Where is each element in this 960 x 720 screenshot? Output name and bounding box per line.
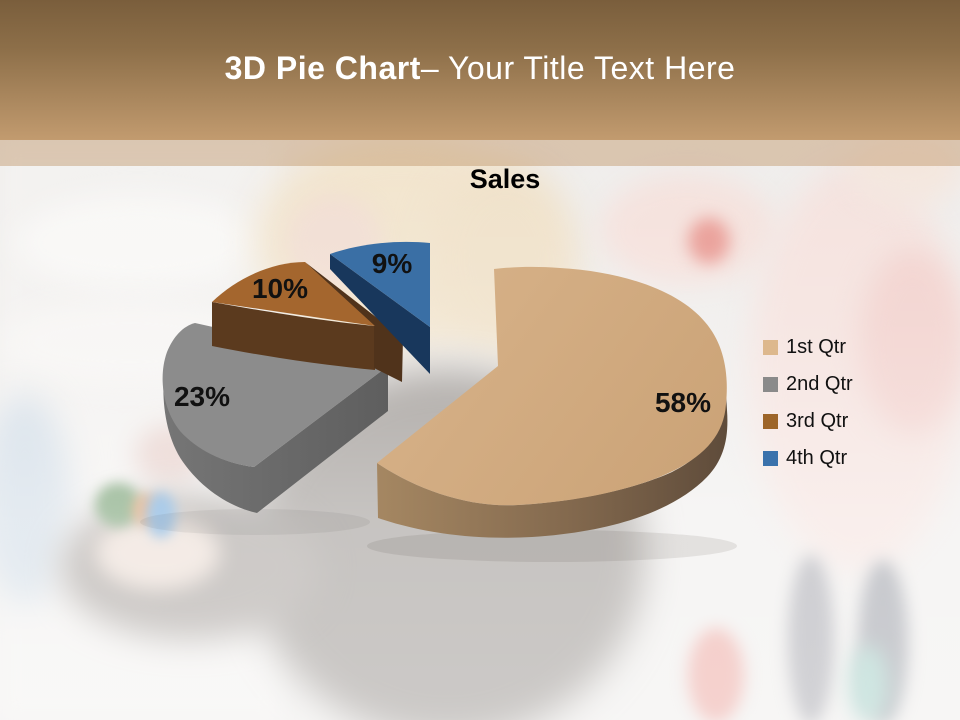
data-label-2nd-qtr[interactable]: 23% xyxy=(174,381,230,412)
chart-legend[interactable]: 1st Qtr 2nd Qtr 3rd Qtr 4th Qtr xyxy=(763,336,853,484)
legend-item-4th-qtr[interactable]: 4th Qtr xyxy=(763,447,853,470)
legend-item-3rd-qtr[interactable]: 3rd Qtr xyxy=(763,410,853,433)
legend-swatch-3rd-qtr xyxy=(763,414,778,429)
legend-label: 3rd Qtr xyxy=(786,410,849,432)
slide-title-bold: 3D Pie Chart xyxy=(224,50,421,86)
legend-label: 2nd Qtr xyxy=(786,373,853,395)
legend-item-2nd-qtr[interactable]: 2nd Qtr xyxy=(763,373,853,396)
legend-swatch-2nd-qtr xyxy=(763,377,778,392)
slice-4th-qtr-top[interactable] xyxy=(330,241,430,327)
slide-title[interactable]: 3D Pie Chart– Your Title Text Here xyxy=(0,50,960,87)
data-label-4th-qtr[interactable]: 9% xyxy=(372,248,413,279)
slice-1st-qtr-top[interactable] xyxy=(377,266,727,506)
header-accent-band xyxy=(0,140,960,166)
pie-shadow xyxy=(140,509,370,535)
slice-3rd-qtr-side[interactable] xyxy=(305,262,403,382)
slide-title-rest: – Your Title Text Here xyxy=(420,50,736,86)
data-label-1st-qtr[interactable]: 58% xyxy=(655,387,711,418)
chart-title[interactable]: Sales xyxy=(469,164,541,194)
pie-shadow xyxy=(367,530,737,562)
header-bar xyxy=(0,0,960,140)
legend-item-1st-qtr[interactable]: 1st Qtr xyxy=(763,336,853,359)
legend-swatch-4th-qtr xyxy=(763,451,778,466)
legend-swatch-1st-qtr xyxy=(763,340,778,355)
slice-2nd-qtr-side[interactable] xyxy=(163,355,388,513)
slice-4th-qtr-side[interactable] xyxy=(330,254,430,374)
slice-1st-qtr-side[interactable] xyxy=(377,394,728,538)
data-label-3rd-qtr[interactable]: 10% xyxy=(252,273,308,304)
legend-label: 4th Qtr xyxy=(786,447,848,469)
slice-3rd-qtr-top[interactable] xyxy=(212,262,375,326)
legend-label: 1st Qtr xyxy=(786,336,847,358)
slice-3rd-qtr-side[interactable] xyxy=(212,302,375,370)
